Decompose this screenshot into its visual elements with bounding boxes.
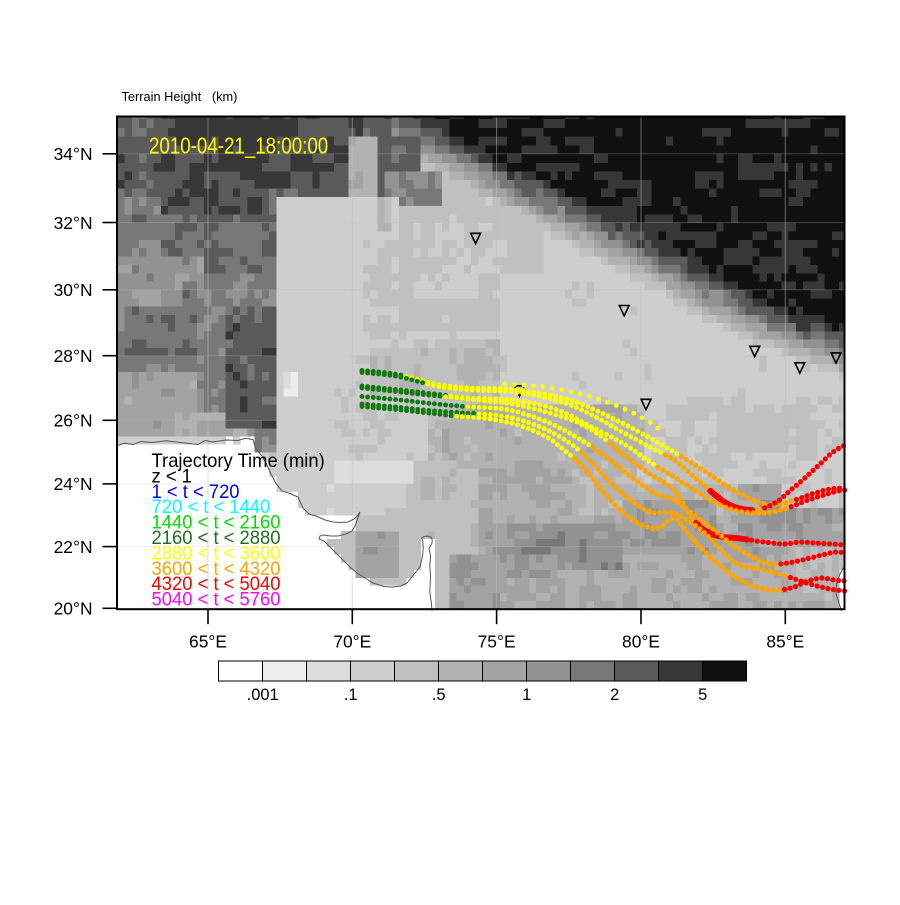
svg-text:24°N: 24°N — [54, 474, 93, 494]
svg-text:30°N: 30°N — [54, 280, 93, 300]
svg-text:20°N: 20°N — [54, 599, 93, 619]
svg-text:.5: .5 — [432, 686, 446, 704]
svg-text:Terrain Height (km): Terrain Height (km) — [122, 89, 238, 104]
svg-text:5: 5 — [698, 686, 707, 704]
svg-text:32°N: 32°N — [54, 213, 93, 233]
svg-text:1: 1 — [522, 686, 531, 704]
svg-text:80°E: 80°E — [622, 632, 660, 652]
svg-text:720 < t < 1440: 720 < t < 1440 — [152, 496, 271, 517]
svg-text:2010-04-21_18:00:00: 2010-04-21_18:00:00 — [149, 134, 328, 159]
svg-text:85°E: 85°E — [766, 632, 804, 652]
svg-text:65°E: 65°E — [189, 632, 227, 652]
svg-text:70°E: 70°E — [333, 632, 371, 652]
svg-text:Trajectory Time (min): Trajectory Time (min) — [152, 450, 325, 471]
svg-text:z < 1: z < 1 — [152, 465, 192, 486]
svg-text:3600 < t < 4320: 3600 < t < 4320 — [152, 558, 281, 579]
svg-text:34°N: 34°N — [54, 144, 93, 164]
svg-text:28°N: 28°N — [54, 346, 93, 366]
svg-text:.001: .001 — [247, 686, 279, 704]
svg-text:2880 < t < 3600: 2880 < t < 3600 — [152, 542, 281, 563]
svg-text:22°N: 22°N — [54, 537, 93, 557]
svg-text:1 < t < 720: 1 < t < 720 — [152, 481, 240, 502]
svg-text:1440 < t < 2160: 1440 < t < 2160 — [152, 511, 281, 532]
svg-text:4320 < t < 5040: 4320 < t < 5040 — [152, 573, 281, 594]
svg-text:2: 2 — [610, 686, 619, 704]
svg-text:26°N: 26°N — [54, 411, 93, 431]
svg-text:2160 < t < 2880: 2160 < t < 2880 — [152, 527, 281, 548]
svg-text:75°E: 75°E — [478, 632, 516, 652]
svg-text:5040 < t < 5760: 5040 < t < 5760 — [152, 588, 281, 609]
svg-text:.1: .1 — [344, 686, 358, 704]
